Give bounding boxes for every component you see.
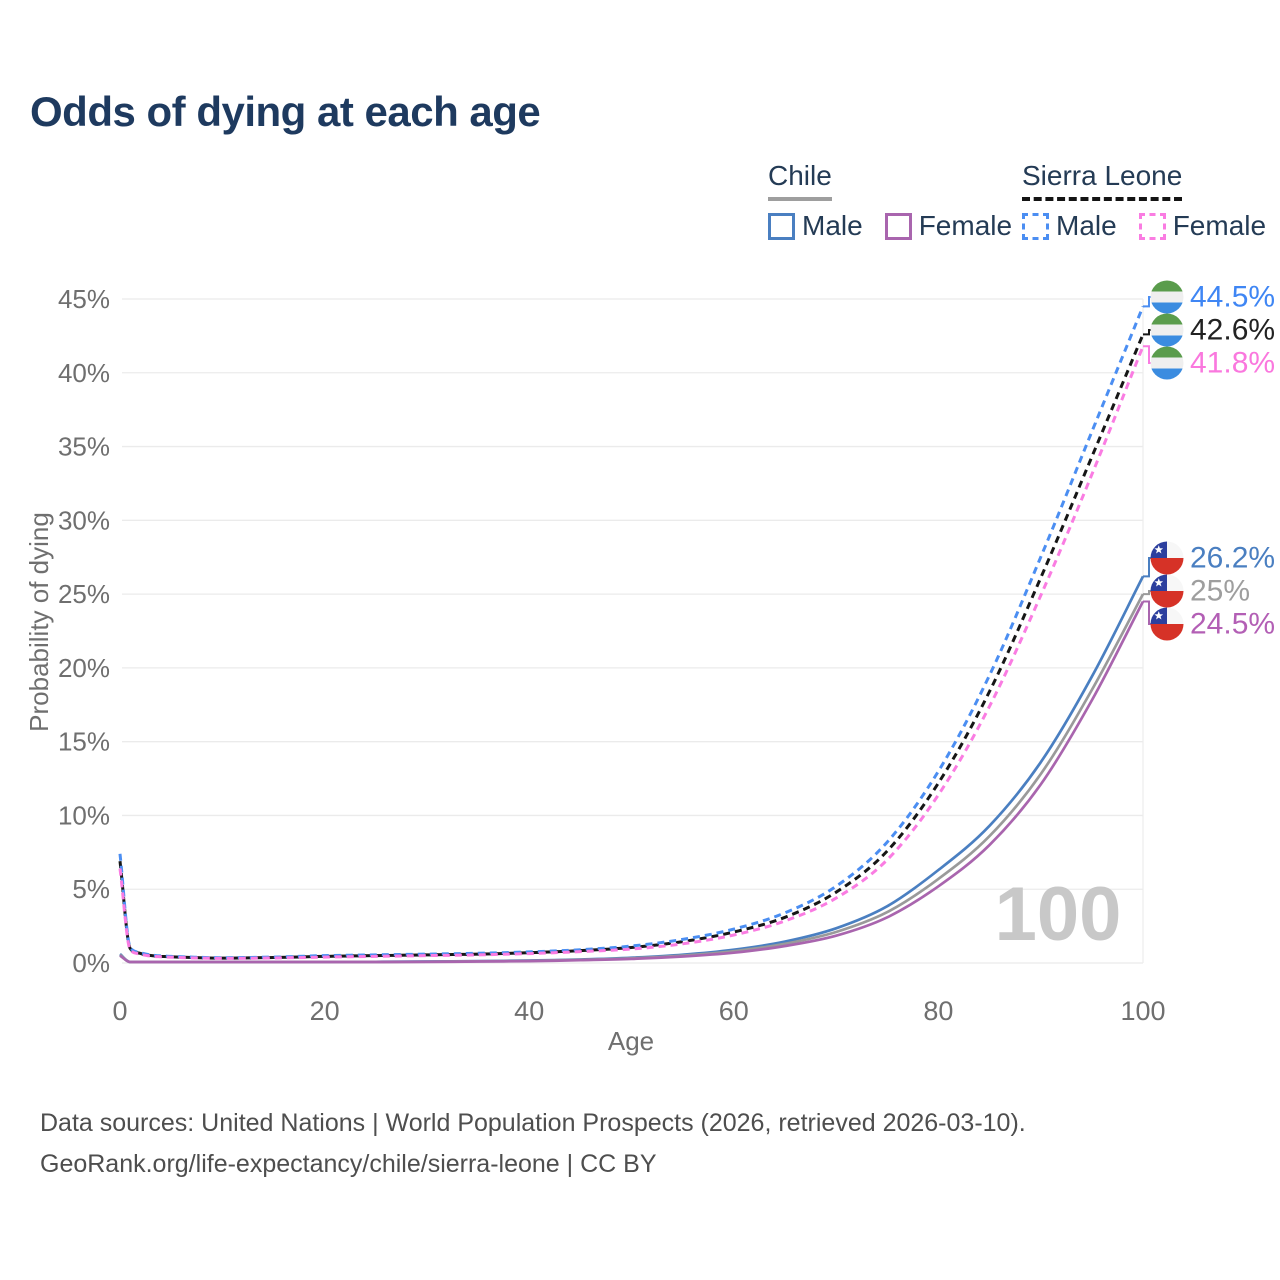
x-tick-100: 100 xyxy=(1120,996,1165,1026)
y-tick-10: 10% xyxy=(58,800,110,830)
flag-chile-icon xyxy=(1150,607,1184,641)
end-value-label-chile-female: 24.5% xyxy=(1190,608,1275,641)
legend-label-sierra-leone-female: Female xyxy=(1172,210,1267,241)
y-tick-35: 35% xyxy=(58,432,110,462)
end-connector-chile-total xyxy=(1143,590,1151,596)
end-connector-sl-female xyxy=(1143,345,1151,364)
end-value-label-sl-male: 44.5% xyxy=(1190,281,1275,314)
end-value-label-sl-total: 42.6% xyxy=(1190,314,1275,347)
legend-item-chile-female[interactable]: Female xyxy=(884,210,1013,242)
x-axis-title: Age xyxy=(608,1026,654,1056)
page-title: Odds of dying at each age xyxy=(30,88,541,135)
series-line-sl-male[interactable] xyxy=(118,305,1145,960)
flag-chile-icon xyxy=(1150,541,1184,575)
x-tick-20: 20 xyxy=(310,996,340,1026)
legend-title-sierra-leone[interactable]: Sierra Leone xyxy=(1022,160,1183,201)
x-tick-0: 0 xyxy=(112,996,127,1026)
end-value-label-chile-total: 25% xyxy=(1190,575,1250,608)
end-connector-chile-male xyxy=(1143,557,1151,578)
series-line-chile-female[interactable] xyxy=(119,600,1145,964)
x-tick-60: 60 xyxy=(719,996,749,1026)
y-tick-5: 5% xyxy=(72,874,110,904)
flag-sierra-leone-icon xyxy=(1150,346,1184,380)
y-tick-15: 15% xyxy=(58,727,110,757)
y-tick-40: 40% xyxy=(58,358,110,388)
legend-group-sierra-leone: Sierra Leone Male Female xyxy=(1022,160,1266,242)
legend-swatch-sierra-leone-female-icon xyxy=(1138,212,1166,240)
data-sources-line1: Data sources: United Nations | World Pop… xyxy=(40,1109,1026,1137)
x-tick-80: 80 xyxy=(923,996,953,1026)
y-axis-title: Probability of dying xyxy=(24,512,54,732)
data-sources: Data sources: United Nations | World Pop… xyxy=(40,1103,1026,1185)
legend-swatch-chile-male-icon xyxy=(768,212,795,240)
plot-area[interactable] xyxy=(120,299,1143,963)
series-line-sl-female[interactable] xyxy=(118,345,1145,960)
y-tick-25: 25% xyxy=(58,579,110,609)
legend-label-sierra-leone-male: Male xyxy=(1056,210,1117,241)
end-connector-sl-total xyxy=(1143,329,1151,336)
legend-swatch-chile-female-icon xyxy=(884,212,912,240)
y-tick-45: 45% xyxy=(58,284,110,314)
end-value-label-sl-female: 41.8% xyxy=(1190,347,1275,380)
legend-label-chile-male: Male xyxy=(802,210,863,241)
flag-chile-icon xyxy=(1150,574,1184,608)
y-tick-0: 0% xyxy=(72,948,110,978)
legend-swatch-sierra-leone-male-icon xyxy=(1022,212,1049,240)
x-tick-40: 40 xyxy=(514,996,544,1026)
flag-sierra-leone-icon xyxy=(1150,280,1184,314)
legend-item-chile-male[interactable]: Male xyxy=(768,210,863,242)
legend-item-sierra-leone-female[interactable]: Female xyxy=(1138,210,1267,242)
legend-label-chile-female: Female xyxy=(918,210,1013,241)
end-connector-chile-female xyxy=(1143,600,1151,625)
legend-title-chile[interactable]: Chile xyxy=(768,160,832,201)
y-tick-20: 20% xyxy=(58,653,110,683)
legend-group-chile: Chile Male Female xyxy=(768,160,1012,242)
age-watermark: 100 xyxy=(995,872,1122,957)
end-connector-sl-male xyxy=(1143,296,1151,308)
end-value-label-chile-male: 26.2% xyxy=(1190,542,1275,575)
flag-sierra-leone-icon xyxy=(1150,313,1184,347)
data-sources-line2: GeoRank.org/life-expectancy/chile/sierra… xyxy=(40,1150,657,1178)
y-tick-30: 30% xyxy=(58,505,110,535)
legend-item-sierra-leone-male[interactable]: Male xyxy=(1022,210,1117,242)
